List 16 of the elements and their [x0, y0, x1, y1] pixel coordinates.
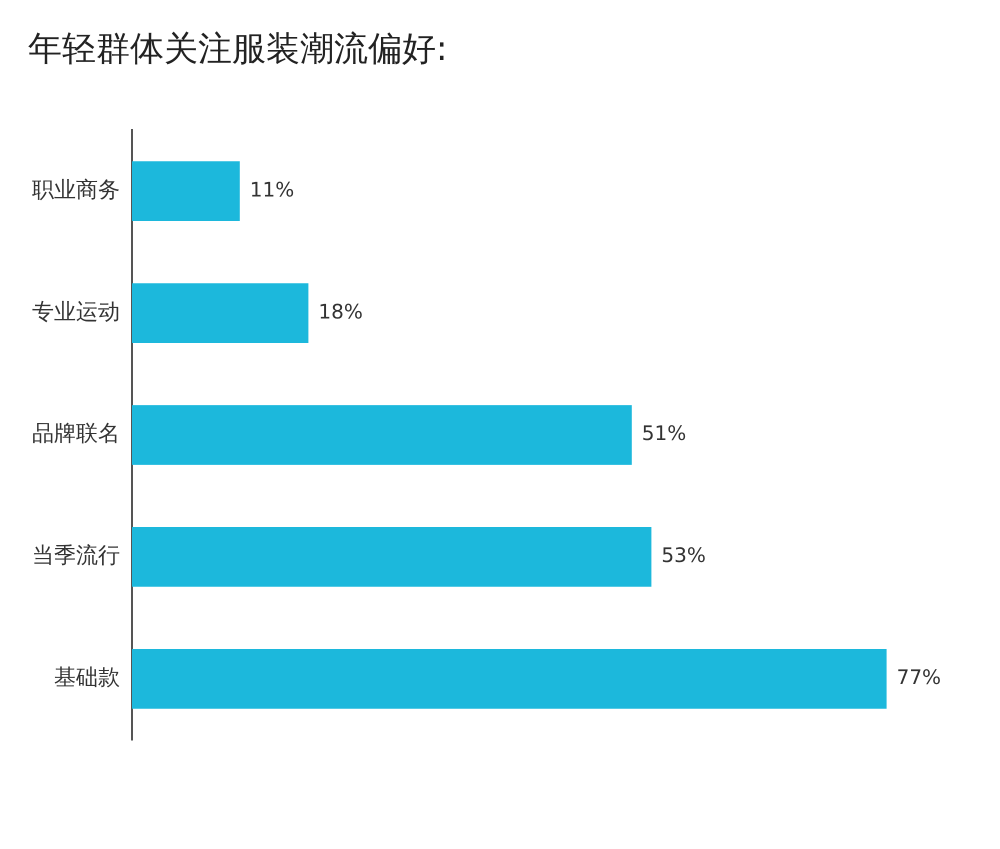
data-label: 53%	[661, 543, 706, 568]
y-tick-label: 当季流行	[32, 544, 120, 569]
chart-title: 年轻群体关注服装潮流偏好:	[28, 28, 448, 71]
y-tick-label: 职业商务	[32, 178, 120, 203]
bar	[132, 527, 652, 587]
bar	[132, 161, 240, 222]
data-label: 18%	[318, 299, 363, 324]
data-label: 51%	[642, 421, 686, 446]
y-tick-label: 品牌联名	[32, 422, 120, 447]
data-label: 11%	[250, 177, 294, 202]
bar	[132, 648, 887, 709]
data-label: 77%	[896, 665, 942, 690]
y-tick-label: 专业运动	[32, 300, 120, 325]
bar	[132, 405, 632, 465]
bar	[132, 283, 308, 343]
y-tick-label: 基础款	[54, 666, 120, 691]
